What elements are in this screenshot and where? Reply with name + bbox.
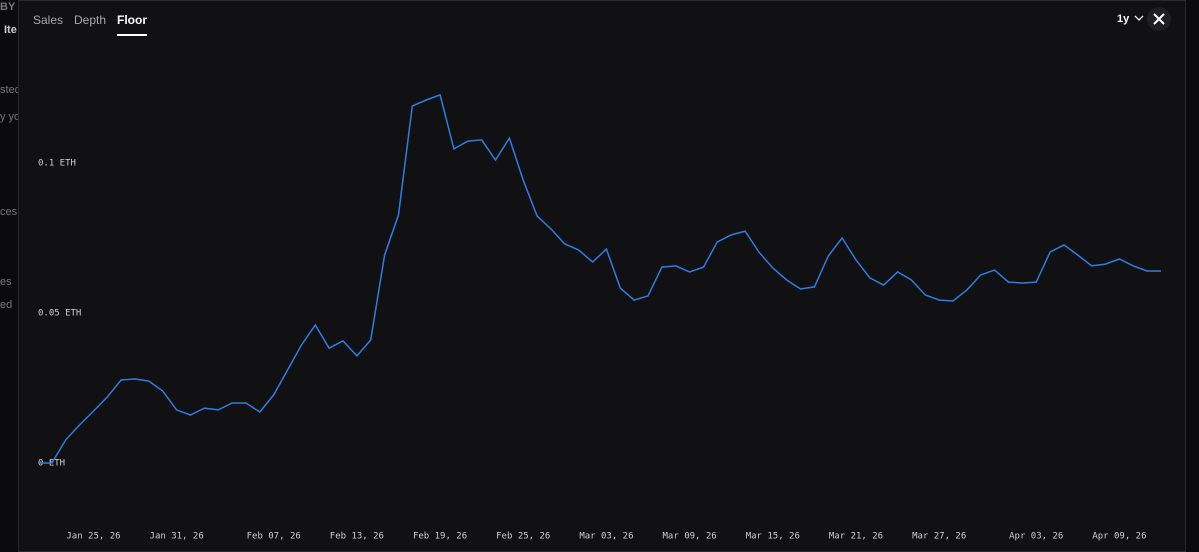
bg-text: es bbox=[0, 276, 12, 288]
y-tick-label: 0.1 ETH bbox=[38, 159, 76, 169]
chart-modal: Sales Depth Floor 1y bbox=[18, 0, 1186, 552]
chevron bbox=[1134, 15, 1144, 21]
close-icon bbox=[1153, 13, 1165, 25]
x-tick-label: Jan 31, 26 bbox=[150, 532, 204, 542]
bg-text: BY bbox=[0, 1, 16, 13]
bg-text: ces bbox=[0, 206, 18, 218]
floor-line bbox=[38, 93, 1161, 464]
x-tick-label: Mar 21, 26 bbox=[829, 532, 883, 542]
tab-active[interactable]: Floor bbox=[117, 13, 147, 36]
y-tick-label: 0.05 ETH bbox=[38, 309, 81, 319]
tab[interactable]: Depth bbox=[74, 13, 107, 27]
x-tick-label: Apr 03, 26 bbox=[1009, 532, 1063, 542]
bg-text: ed bbox=[0, 299, 13, 311]
x-tick-label: Apr 09, 26 bbox=[1092, 532, 1146, 542]
x-tick-label: Feb 07, 26 bbox=[247, 532, 301, 542]
x-tick-label: Mar 03, 26 bbox=[579, 532, 633, 542]
x-tick-label: Feb 19, 26 bbox=[413, 532, 467, 542]
range-dropdown[interactable]: 1y bbox=[1117, 13, 1144, 25]
close-button[interactable] bbox=[1147, 7, 1171, 31]
x-tick-label: Mar 27, 26 bbox=[912, 532, 966, 542]
x-tick-label: Jan 25, 26 bbox=[66, 532, 120, 542]
bg-text: stec bbox=[0, 84, 21, 96]
tab[interactable]: Sales bbox=[33, 13, 64, 27]
x-tick-label: Mar 15, 26 bbox=[746, 532, 800, 542]
x-tick-label: Feb 13, 26 bbox=[330, 532, 384, 542]
bg-text: y yo bbox=[0, 111, 21, 123]
bg-text: Ite bbox=[4, 24, 17, 36]
range-label: 1y bbox=[1117, 13, 1130, 25]
x-tick-label: Mar 09, 26 bbox=[663, 532, 717, 542]
x-tick-label: Feb 25, 26 bbox=[496, 532, 550, 542]
